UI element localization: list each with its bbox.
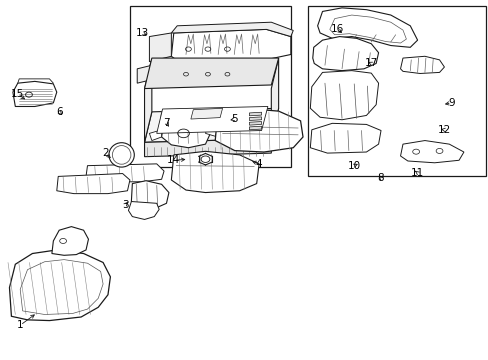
Polygon shape <box>190 108 222 119</box>
Polygon shape <box>149 130 161 140</box>
Text: 11: 11 <box>410 168 424 178</box>
Text: 3: 3 <box>122 200 128 210</box>
Polygon shape <box>52 226 88 255</box>
Polygon shape <box>400 56 444 73</box>
Text: 5: 5 <box>231 114 238 124</box>
Polygon shape <box>86 164 163 182</box>
Polygon shape <box>9 250 110 320</box>
Text: 17: 17 <box>364 58 377 68</box>
Polygon shape <box>215 108 303 152</box>
Polygon shape <box>161 117 210 148</box>
Polygon shape <box>312 37 378 71</box>
Polygon shape <box>171 30 290 60</box>
Text: 2: 2 <box>102 148 109 158</box>
Bar <box>130 6 290 167</box>
Text: 1: 1 <box>17 320 23 330</box>
Polygon shape <box>131 181 168 209</box>
Polygon shape <box>137 65 152 83</box>
Polygon shape <box>205 126 217 136</box>
Polygon shape <box>249 122 261 125</box>
Polygon shape <box>144 108 278 142</box>
Polygon shape <box>171 151 259 193</box>
Text: 8: 8 <box>377 173 384 183</box>
Polygon shape <box>310 71 378 120</box>
Polygon shape <box>149 33 171 62</box>
Polygon shape <box>249 126 261 130</box>
Text: 12: 12 <box>437 125 450 135</box>
Polygon shape <box>57 174 130 194</box>
Text: 15: 15 <box>11 89 24 99</box>
Polygon shape <box>317 8 417 47</box>
Text: 4: 4 <box>255 159 262 169</box>
Polygon shape <box>144 58 152 142</box>
Polygon shape <box>152 62 271 85</box>
Polygon shape <box>249 117 261 121</box>
Polygon shape <box>157 107 267 134</box>
Text: 7: 7 <box>163 118 169 128</box>
Polygon shape <box>171 22 293 37</box>
Text: 14: 14 <box>167 155 180 165</box>
Text: 13: 13 <box>135 28 148 38</box>
Polygon shape <box>128 202 159 220</box>
Polygon shape <box>144 58 278 89</box>
Bar <box>307 6 485 176</box>
Polygon shape <box>400 140 463 163</box>
Polygon shape <box>144 139 271 157</box>
Text: 16: 16 <box>330 24 343 35</box>
Ellipse shape <box>109 143 134 167</box>
Polygon shape <box>249 112 261 116</box>
Text: 6: 6 <box>56 107 62 117</box>
Polygon shape <box>310 123 380 153</box>
Polygon shape <box>13 81 57 107</box>
Polygon shape <box>271 58 278 139</box>
Text: 10: 10 <box>347 161 360 171</box>
Text: 9: 9 <box>447 98 454 108</box>
